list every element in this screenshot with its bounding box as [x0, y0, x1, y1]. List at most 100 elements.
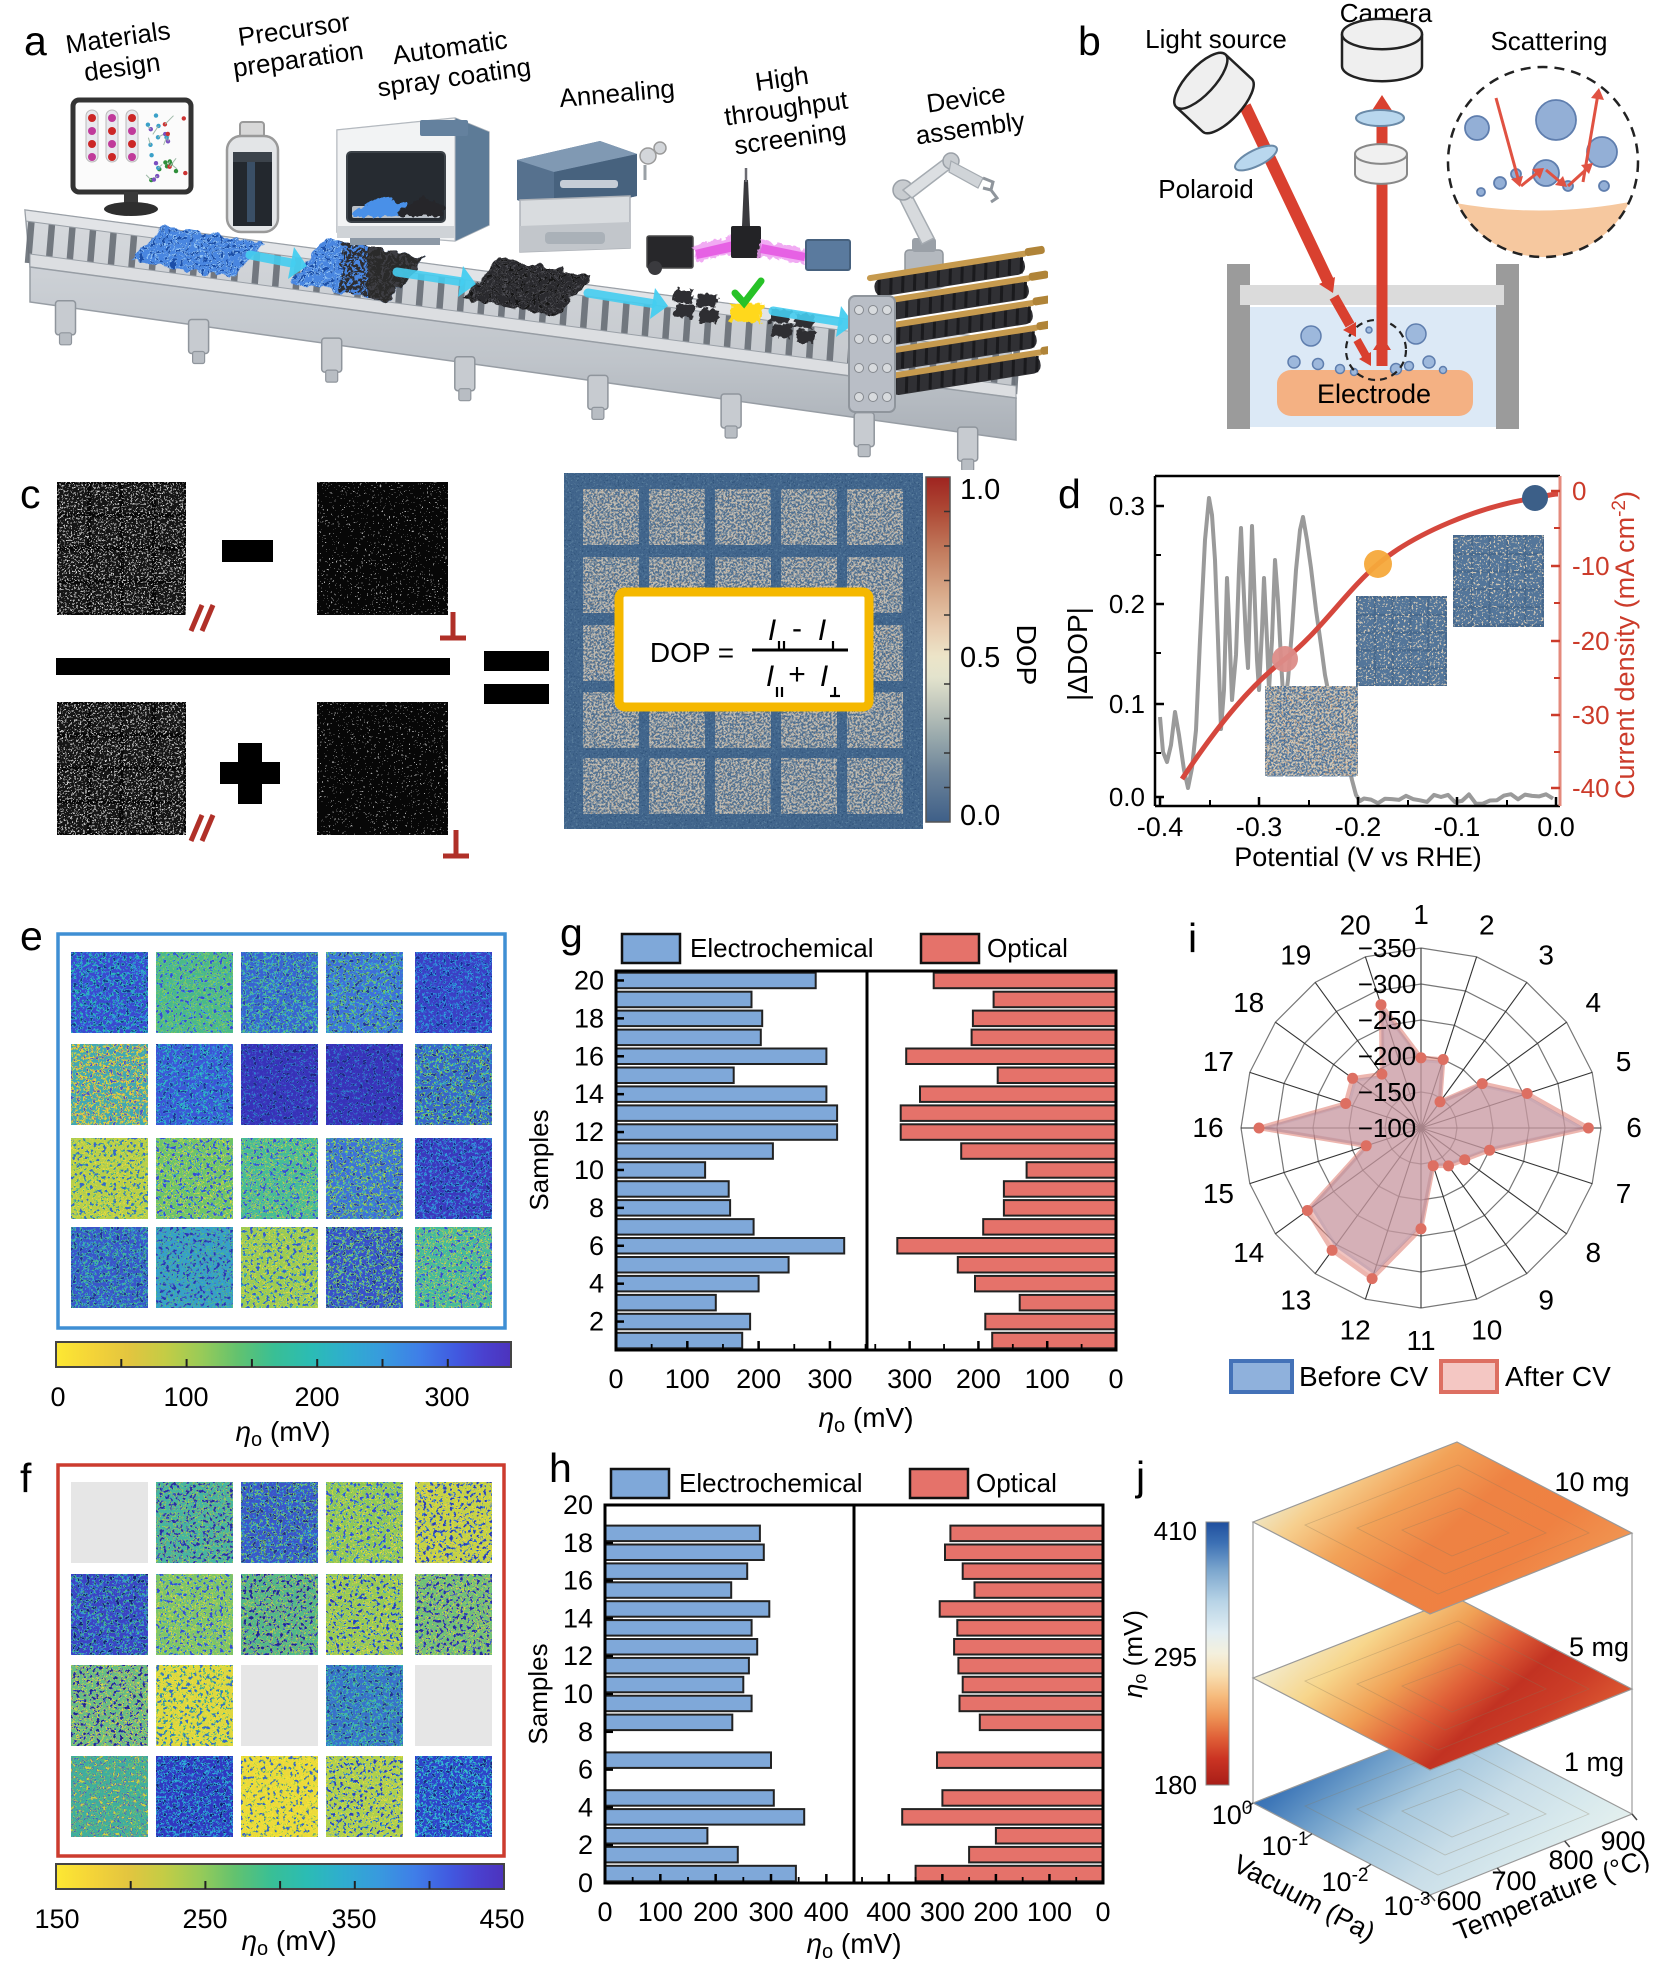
svg-text:i: i: [1188, 915, 1197, 961]
svg-text:0: 0: [578, 1868, 593, 1898]
svg-text:20: 20: [574, 965, 604, 995]
svg-text:410: 410: [1154, 1516, 1197, 1546]
svg-text:300: 300: [920, 1897, 965, 1927]
svg-text:16: 16: [1192, 1112, 1223, 1143]
svg-text:-10: -10: [1572, 551, 1610, 581]
svg-text:400: 400: [866, 1897, 911, 1927]
svg-text:8: 8: [578, 1717, 593, 1747]
svg-text:ηo (mV): ηo (mV): [241, 1925, 336, 1960]
svg-text:Potential (V vs RHE): Potential (V vs RHE): [1234, 842, 1482, 872]
svg-text:10 mg: 10 mg: [1554, 1467, 1629, 1497]
svg-text:DOP =: DOP =: [650, 637, 734, 668]
svg-text:ηo (mV): ηo (mV): [1118, 1610, 1150, 1698]
svg-text:-20: -20: [1572, 626, 1610, 656]
svg-text:0.1: 0.1: [1109, 689, 1145, 719]
svg-text:1.0: 1.0: [960, 474, 1000, 506]
svg-text:|ΔDOP|: |ΔDOP|: [1062, 607, 1093, 701]
svg-text:-40: -40: [1572, 773, 1610, 803]
svg-text:16: 16: [574, 1041, 604, 1071]
svg-text:ηo (mV): ηo (mV): [235, 1416, 330, 1451]
svg-text:h: h: [549, 1445, 572, 1491]
svg-text:0: 0: [1572, 476, 1586, 506]
svg-text:200: 200: [294, 1382, 339, 1412]
svg-text:12: 12: [1340, 1315, 1371, 1346]
svg-text:12: 12: [574, 1117, 604, 1147]
svg-text:-0.3: -0.3: [1236, 812, 1283, 842]
svg-text:0.2: 0.2: [1109, 589, 1145, 619]
svg-text:f: f: [20, 1455, 32, 1501]
svg-text:10-3: 10-3: [1384, 1889, 1431, 1921]
svg-text:2: 2: [1479, 909, 1495, 940]
svg-text:0: 0: [608, 1364, 623, 1394]
svg-text:9: 9: [1538, 1284, 1554, 1315]
svg-text:After CV: After CV: [1505, 1361, 1611, 1392]
svg-text:15: 15: [1203, 1178, 1234, 1209]
svg-text:150: 150: [34, 1904, 79, 1934]
svg-text:1 mg: 1 mg: [1564, 1747, 1624, 1777]
svg-text:−150: −150: [1358, 1077, 1417, 1107]
svg-text:+: +: [788, 658, 806, 691]
svg-text:-0.2: -0.2: [1335, 812, 1382, 842]
svg-text:Electrochemical: Electrochemical: [679, 1468, 863, 1498]
svg-text:−300: −300: [1358, 969, 1417, 999]
svg-text:18: 18: [1233, 987, 1264, 1018]
svg-text:300: 300: [887, 1364, 932, 1394]
svg-text:0: 0: [597, 1897, 612, 1927]
svg-text:8: 8: [589, 1193, 604, 1223]
svg-text:-30: -30: [1572, 700, 1610, 730]
svg-text:4: 4: [589, 1269, 604, 1299]
svg-text:ηo (mV): ηo (mV): [806, 1928, 901, 1963]
svg-text:3: 3: [1538, 940, 1554, 971]
svg-text:−100: −100: [1358, 1113, 1417, 1143]
svg-text:180: 180: [1154, 1770, 1197, 1800]
svg-text:I: I: [766, 660, 774, 693]
svg-text:4: 4: [1586, 987, 1602, 1018]
svg-text:19: 19: [1280, 940, 1311, 971]
svg-text:200: 200: [693, 1897, 738, 1927]
svg-text:800: 800: [1548, 1845, 1593, 1875]
svg-text:10-2: 10-2: [1322, 1865, 1369, 1897]
svg-text:e: e: [20, 913, 43, 959]
svg-text:ηo (mV): ηo (mV): [818, 1402, 913, 1437]
svg-text:0: 0: [1095, 1897, 1110, 1927]
svg-text:Current density (mA cm-2): Current density (mA cm-2): [1609, 491, 1640, 799]
svg-text:Samples: Samples: [523, 1643, 553, 1744]
svg-text:Optical: Optical: [976, 1468, 1057, 1498]
svg-text:0.3: 0.3: [1109, 491, 1145, 521]
svg-text:14: 14: [574, 1079, 604, 1109]
svg-text:200: 200: [973, 1897, 1018, 1927]
svg-text:4: 4: [578, 1792, 593, 1822]
svg-text:j: j: [1135, 1453, 1145, 1499]
svg-text:100: 100: [163, 1382, 208, 1412]
svg-text:Polaroid: Polaroid: [1158, 174, 1253, 204]
svg-text:100: 100: [1025, 1364, 1070, 1394]
svg-text:400: 400: [804, 1897, 849, 1927]
svg-text:200: 200: [956, 1364, 1001, 1394]
svg-text:−250: −250: [1358, 1005, 1417, 1035]
svg-text:−200: −200: [1358, 1041, 1417, 1071]
svg-text:10: 10: [1471, 1315, 1502, 1346]
svg-text:16: 16: [563, 1566, 593, 1596]
svg-text:Annealing: Annealing: [558, 73, 676, 113]
svg-text:d: d: [1058, 471, 1081, 517]
svg-text:g: g: [560, 910, 583, 956]
svg-text:0: 0: [50, 1382, 65, 1412]
svg-text:Electrode: Electrode: [1317, 379, 1431, 409]
svg-text:100: 100: [638, 1897, 683, 1927]
svg-text:I: I: [818, 614, 826, 647]
svg-text:10-1: 10-1: [1262, 1829, 1309, 1861]
svg-text:High: High: [753, 60, 810, 97]
svg-text:I: I: [820, 660, 828, 693]
svg-text:700: 700: [1491, 1866, 1536, 1896]
svg-text:250: 250: [182, 1904, 227, 1934]
svg-text:2: 2: [589, 1307, 604, 1337]
svg-text:0.5: 0.5: [960, 642, 1000, 674]
svg-text:10: 10: [563, 1679, 593, 1709]
svg-text:350: 350: [331, 1904, 376, 1934]
svg-text:0.0: 0.0: [1537, 812, 1575, 842]
svg-text:17: 17: [1203, 1046, 1234, 1077]
svg-text:5: 5: [1616, 1046, 1632, 1077]
svg-text:Vacuum (Pa): Vacuum (Pa): [1228, 1849, 1380, 1948]
svg-text:6: 6: [589, 1231, 604, 1261]
svg-text:Electrochemical: Electrochemical: [690, 933, 874, 963]
